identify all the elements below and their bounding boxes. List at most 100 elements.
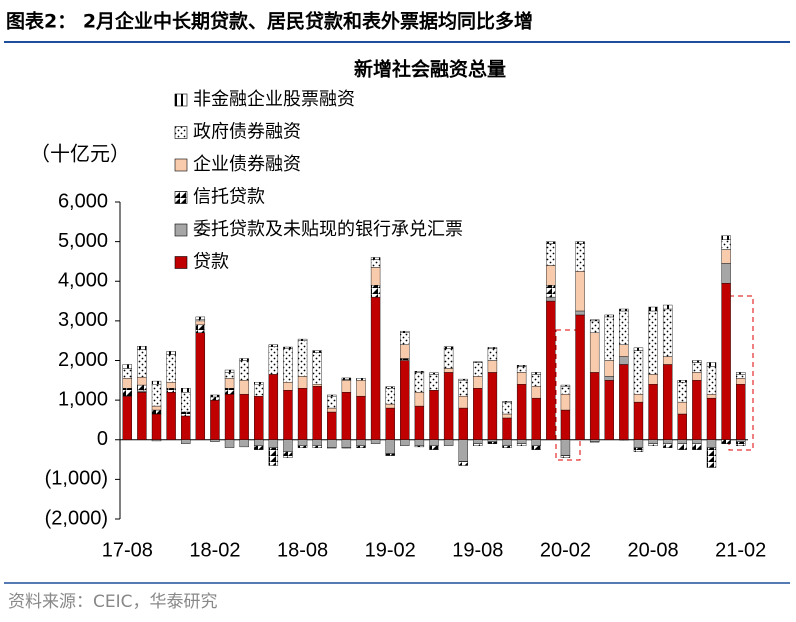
bar-segment	[531, 386, 541, 399]
bar-segment	[473, 443, 483, 446]
bar-segment	[400, 344, 410, 359]
highlight-box	[555, 329, 581, 461]
x-tick-label: 19-02	[365, 539, 416, 561]
bar-segment	[443, 346, 454, 349]
bar-segment	[151, 409, 162, 415]
bar-segment	[575, 314, 585, 440]
bar-segment	[400, 358, 410, 361]
bar-segment	[648, 374, 658, 385]
bar-segment	[224, 439, 235, 448]
x-tick-label: 18-08	[277, 539, 328, 561]
bar-segment	[254, 439, 264, 446]
bar-segment	[662, 308, 673, 357]
source: 资料来源：CEIC，华泰研究	[8, 592, 218, 612]
bar-segment	[706, 366, 717, 395]
bar-segment	[429, 439, 439, 446]
bar-segment	[487, 360, 498, 373]
bar-segment	[327, 395, 337, 409]
bar-segment	[662, 439, 673, 444]
bar-segment	[633, 447, 644, 452]
bar-segment	[619, 310, 629, 345]
bar-segment	[443, 368, 454, 373]
bar-segment	[312, 350, 322, 353]
bar-segment	[692, 443, 702, 450]
bar-segment	[312, 439, 322, 446]
bar-segment	[706, 362, 717, 367]
bar-segment	[356, 439, 366, 446]
bar-segment	[283, 346, 293, 349]
legend-label: 委托贷款及未贴现的银行承兑汇票	[193, 219, 463, 240]
legend-label: 政府债券融资	[193, 122, 301, 143]
bar-segment	[575, 241, 585, 244]
x-tick-label: 20-02	[540, 539, 591, 561]
bar-segment	[546, 296, 556, 302]
bar-segment	[473, 361, 483, 363]
bar-segment	[122, 368, 133, 379]
bar-segment	[414, 445, 425, 448]
bar-segment	[151, 384, 162, 407]
y-tick-label: 2,000	[58, 349, 108, 371]
bar-segment	[341, 377, 352, 380]
bar-segment	[414, 405, 425, 440]
bar-segment	[721, 439, 731, 444]
bar-segment	[297, 376, 308, 389]
bar-segment	[239, 439, 249, 448]
bar-segment	[619, 308, 629, 312]
bar-segment	[531, 439, 541, 446]
legend-swatch	[174, 126, 188, 139]
bar-segment	[137, 346, 147, 350]
bar-segment	[458, 395, 468, 409]
bar-segment	[619, 356, 629, 365]
bar-segment	[706, 447, 717, 468]
bar-segment	[619, 344, 629, 357]
bar-segment	[210, 439, 220, 442]
bar-segment	[385, 388, 395, 405]
bar-segment	[458, 380, 468, 397]
legend-label: 非金融企业股票融资	[193, 89, 355, 110]
bar-segment	[589, 319, 600, 322]
x-tick-label: 18-02	[189, 539, 240, 561]
bar-segment	[443, 372, 454, 440]
bar-segment	[385, 407, 395, 440]
y-tick-label: 1,000	[58, 388, 108, 410]
bar-segment	[122, 364, 133, 369]
bar-segment	[166, 382, 176, 389]
bar-segment	[254, 395, 264, 440]
x-tick-label: 21-02	[715, 539, 766, 561]
bar-segment	[487, 372, 498, 440]
bar-segment	[370, 267, 381, 286]
bar-segment	[151, 439, 162, 442]
bar-segment	[516, 366, 527, 373]
bar-segment	[356, 445, 366, 448]
bar-segment	[210, 399, 220, 440]
bar-segment	[735, 378, 746, 385]
bar-segment	[516, 384, 527, 440]
bar-segment	[400, 439, 410, 446]
bar-segment	[385, 439, 395, 454]
bar-segment	[312, 352, 322, 385]
bar-segment	[604, 376, 614, 381]
bar-segment	[122, 388, 133, 397]
bar-segment	[589, 320, 600, 333]
bar-segment	[589, 332, 600, 373]
legend-swatch	[174, 223, 188, 237]
bar-segment	[604, 380, 614, 440]
bar-segment	[137, 376, 147, 386]
bar-segment	[502, 445, 512, 448]
bar-segment	[560, 439, 571, 456]
bar-segment	[560, 409, 571, 440]
bar-segment	[297, 338, 308, 341]
bar-segment	[531, 397, 541, 440]
bar-segment	[429, 372, 439, 375]
bar-segment	[239, 360, 249, 381]
bar-segment	[502, 439, 512, 446]
bar-segment	[210, 394, 220, 398]
bar-segment	[458, 407, 468, 440]
bar-segment	[458, 378, 468, 381]
bar-segment	[662, 304, 673, 310]
bar-segment	[692, 372, 702, 381]
legend-label: 信托贷款	[193, 187, 265, 208]
bar-segment	[268, 439, 279, 448]
legend-label: 企业债券融资	[193, 154, 301, 175]
bar-segment	[414, 439, 425, 446]
